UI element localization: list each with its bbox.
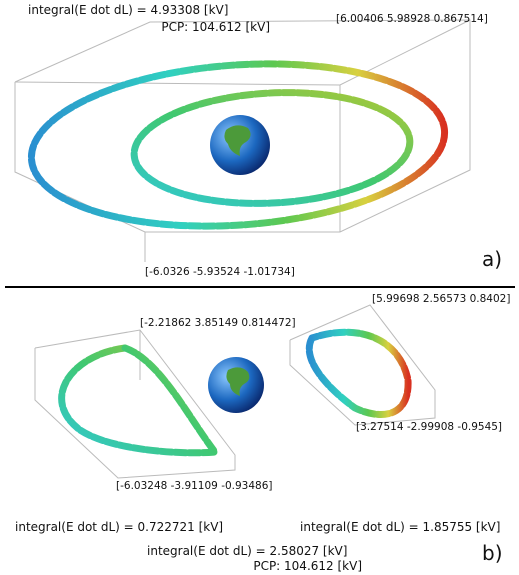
integral-text: integral(E dot dL) = 2.58027 [kV] [147,544,347,558]
corner-label: [6.00406 5.98928 0.867514] [336,13,488,25]
corner-label: [-6.03248 -3.91109 -0.93486] [116,480,273,492]
figure: integral(E dot dL) = 4.93308 [kV] PCP: 1… [0,0,519,575]
panel-label: b) [482,541,503,565]
panel-a: integral(E dot dL) = 4.93308 [kV] PCP: 1… [15,3,502,278]
panel-b: [5.99698 2.56573 0.8402] [-2.21862 3.851… [15,293,510,573]
integral-text: integral(E dot dL) = 1.85755 [kV] [300,520,500,534]
corner-label: [3.27514 -2.99908 -0.9545] [356,421,502,433]
pcp-text: PCP: 104.612 [kV] [161,20,270,34]
left-loop [62,348,215,453]
corner-label: [-6.0326 -5.93524 -1.01734] [145,266,295,278]
integral-text: integral(E dot dL) = 4.93308 [kV] [28,3,228,17]
integral-text: integral(E dot dL) = 0.722721 [kV] [15,520,223,534]
corner-label: [5.99698 2.56573 0.8402] [372,293,510,305]
panel-label: a) [482,247,502,271]
left-loop [125,348,215,452]
inner-loop [131,86,412,210]
corner-label: [-2.21862 3.85149 0.814472] [140,317,296,329]
right-loop [309,332,408,414]
pcp-text: PCP: 104.612 [kV] [253,559,362,573]
